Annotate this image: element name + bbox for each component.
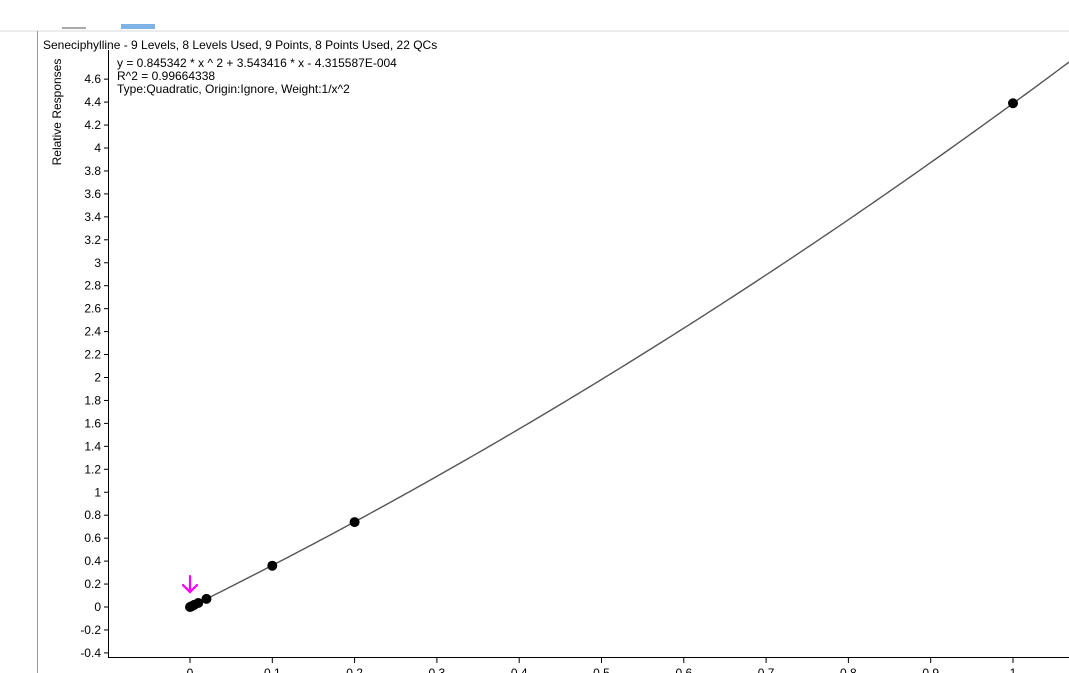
y-tick-label: 1.6	[84, 416, 101, 430]
chart-title: Seneciphylline - 9 Levels, 8 Levels Used…	[43, 38, 438, 52]
x-tick-label: 0.4	[511, 666, 528, 673]
y-tick-label: 0	[94, 600, 101, 614]
y-tick-label: 0.8	[84, 508, 101, 522]
y-tick-label: 3.6	[84, 187, 101, 201]
x-tick-label: 0.3	[429, 666, 446, 673]
x-tick-label: 0.6	[675, 666, 692, 673]
y-tick-label: -0.4	[80, 646, 101, 660]
r-squared: R^2 = 0.99664338	[117, 69, 216, 83]
y-tick-label: 4	[94, 141, 101, 155]
fit-equation: y = 0.845342 * x ^ 2 + 3.543416 * x - 4.…	[117, 56, 397, 70]
x-tick-label: 0	[187, 666, 194, 673]
x-tick-label: 0.9	[922, 666, 939, 673]
calibration-point	[193, 597, 204, 608]
fit-info: Type:Quadratic, Origin:Ignore, Weight:1/…	[117, 82, 350, 96]
y-tick-label: 1.4	[84, 439, 101, 453]
x-tick-label: 0.7	[758, 666, 775, 673]
y-tick-label: 2.8	[84, 279, 101, 293]
x-tick-label: 0.5	[593, 666, 610, 673]
tab-indicator	[121, 24, 155, 29]
y-tick-label: 0.6	[84, 531, 101, 545]
y-tick-label: 2	[94, 371, 101, 385]
y-tick-label: 4.2	[84, 118, 101, 132]
calibration-point	[1008, 98, 1018, 109]
y-tick-label: 3.2	[84, 233, 101, 247]
y-tick-label: 1	[94, 485, 101, 499]
y-tick-label: 3.4	[84, 210, 101, 224]
x-tick-label: 0.1	[264, 666, 281, 673]
x-tick-label: 1	[1010, 666, 1017, 673]
arrow-down-icon	[181, 574, 199, 594]
y-tick-label: 2.6	[84, 302, 101, 316]
calibration-point	[349, 517, 360, 528]
y-tick-label: 0.2	[84, 577, 101, 591]
fit-curve	[189, 61, 1069, 608]
y-tick-label: 1.8	[84, 393, 101, 407]
y-tick-label: 2.2	[84, 348, 101, 362]
y-tick-label: 2.4	[84, 325, 101, 339]
y-tick-label: 1.2	[84, 462, 101, 476]
x-tick-label: 0.8	[840, 666, 857, 673]
y-tick-label: 3	[94, 256, 101, 270]
x-tick-label: 0.2	[346, 666, 363, 673]
y-tick-label: 0.4	[84, 554, 101, 568]
y-tick-label: 3.8	[84, 164, 101, 178]
calibration-point	[201, 593, 212, 604]
y-axis-label: Relative Responses	[50, 58, 64, 166]
y-tick-label: -0.2	[80, 623, 101, 637]
calibration-point	[267, 560, 278, 571]
y-tick-label: 4.6	[84, 72, 101, 86]
y-tick-label: 4.4	[84, 95, 101, 109]
